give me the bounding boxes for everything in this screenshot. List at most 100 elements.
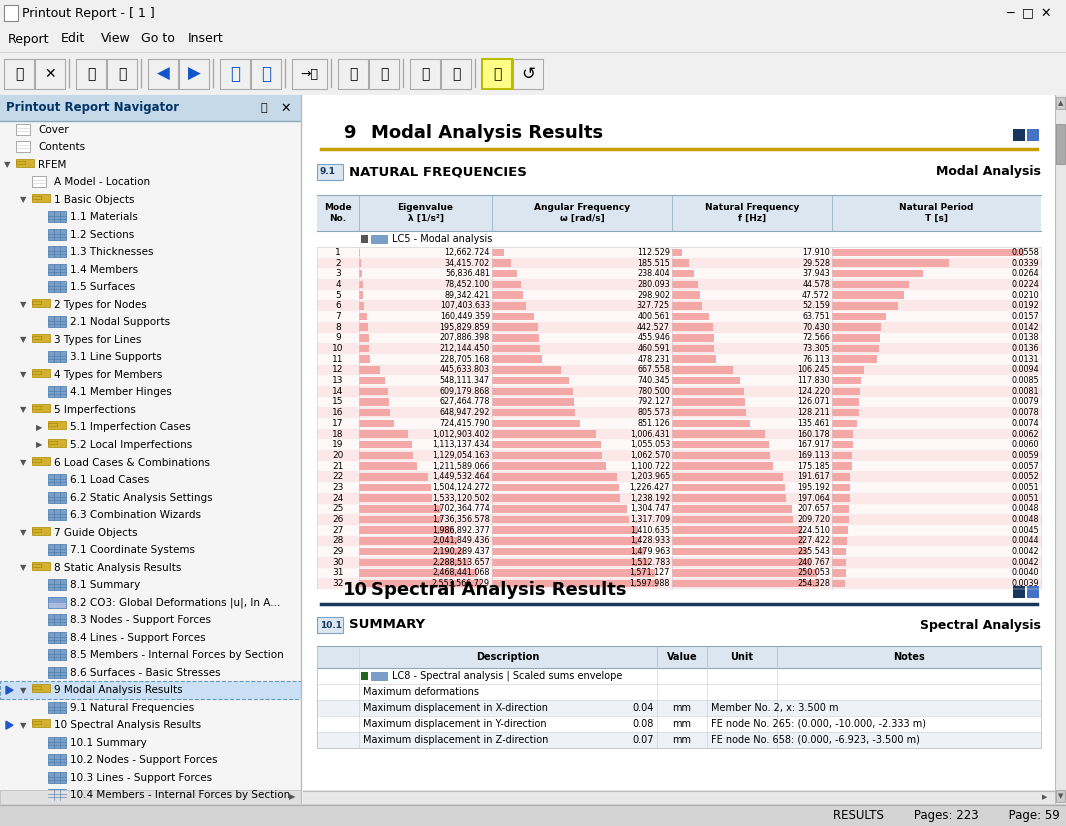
Bar	[831, 355, 877, 363]
Bar	[672, 344, 714, 352]
Text: ▼: ▼	[20, 335, 27, 344]
Text: 0.0142: 0.0142	[1012, 323, 1039, 332]
Text: 185.515: 185.515	[637, 259, 671, 268]
Bar	[672, 558, 811, 566]
Text: ▶: ▶	[36, 423, 43, 432]
Text: 740.345: 740.345	[637, 376, 671, 385]
Text: 73.305: 73.305	[803, 344, 830, 353]
Text: ▼: ▼	[20, 195, 27, 204]
Text: 1.1 Materials: 1.1 Materials	[70, 212, 138, 222]
Text: 648,947.292: 648,947.292	[439, 408, 490, 417]
Bar	[317, 268, 1041, 279]
Bar	[831, 313, 886, 320]
Bar	[359, 387, 388, 395]
Text: 10.2 Nodes - Support Forces: 10.2 Nodes - Support Forces	[70, 755, 217, 765]
Polygon shape	[6, 686, 13, 694]
Bar	[317, 279, 1041, 290]
Text: ▼: ▼	[20, 370, 27, 379]
Bar	[492, 548, 645, 555]
Bar	[672, 366, 733, 373]
Text: 0.0079: 0.0079	[1012, 397, 1039, 406]
Text: Maximum displacement in Y-direction: Maximum displacement in Y-direction	[364, 719, 547, 729]
Bar	[16, 124, 30, 135]
Bar	[148, 59, 178, 89]
Text: 1.3 Thicknesses: 1.3 Thicknesses	[70, 247, 154, 258]
Text: 1,533,120.502: 1,533,120.502	[432, 494, 490, 503]
Text: 1: 1	[335, 248, 341, 257]
Text: ▶: ▶	[36, 440, 43, 449]
Text: ▼: ▼	[20, 721, 27, 729]
Bar	[359, 463, 417, 470]
Text: 0.0044: 0.0044	[1012, 536, 1039, 545]
Text: 11: 11	[333, 354, 343, 363]
Text: 1,702,364.774: 1,702,364.774	[432, 505, 490, 513]
Text: 1 Basic Objects: 1 Basic Objects	[54, 195, 134, 205]
Text: 0.0039: 0.0039	[1012, 579, 1039, 588]
Bar	[359, 452, 414, 459]
Text: Maximum displacement in X-direction: Maximum displacement in X-direction	[364, 703, 548, 713]
Text: 298.902: 298.902	[637, 291, 671, 300]
Bar	[492, 441, 601, 449]
Bar	[317, 418, 1041, 429]
Text: 10.1 Summary: 10.1 Summary	[70, 738, 147, 748]
Text: Value: Value	[666, 652, 697, 662]
Bar	[359, 430, 407, 438]
Text: 7: 7	[335, 312, 341, 321]
Text: 0.04: 0.04	[632, 703, 655, 713]
Bar	[317, 567, 1041, 578]
Text: 1,012,903.402: 1,012,903.402	[433, 430, 490, 439]
Text: ▼: ▼	[20, 458, 27, 467]
Text: 8.2 CO3: Global Deformations |u|, In A...: 8.2 CO3: Global Deformations |u|, In A..…	[70, 597, 280, 608]
Bar	[1013, 129, 1025, 141]
Bar	[672, 580, 819, 587]
Bar	[48, 421, 66, 430]
Text: 207,886.398: 207,886.398	[440, 334, 490, 342]
Bar	[492, 526, 639, 534]
Text: 1,504,124.272: 1,504,124.272	[432, 483, 490, 492]
Bar	[317, 301, 1041, 311]
Text: ▲: ▲	[1057, 100, 1063, 106]
Bar	[338, 59, 368, 89]
Bar	[492, 334, 539, 342]
Bar	[359, 270, 361, 278]
Bar	[831, 302, 899, 310]
Text: 8.4 Lines - Support Forces: 8.4 Lines - Support Forces	[70, 633, 206, 643]
Text: 5 Imperfections: 5 Imperfections	[54, 405, 135, 415]
Text: 627,464.778: 627,464.778	[439, 397, 490, 406]
Text: Report: Report	[9, 32, 49, 45]
Text: mm: mm	[673, 735, 692, 745]
Text: 792.127: 792.127	[636, 397, 671, 406]
Text: 31: 31	[333, 568, 343, 577]
Bar	[359, 548, 464, 555]
Bar	[492, 249, 503, 256]
Bar	[48, 211, 66, 222]
Bar	[492, 377, 569, 384]
Text: 8.5 Members - Internal Forces by Section: 8.5 Members - Internal Forces by Section	[70, 650, 284, 660]
Text: 14: 14	[333, 387, 343, 396]
Bar	[831, 548, 846, 555]
Bar	[317, 396, 1041, 407]
Text: 1.2 Sections: 1.2 Sections	[70, 230, 134, 240]
Bar	[317, 646, 1041, 748]
Text: 8 Static Analysis Results: 8 Static Analysis Results	[54, 563, 181, 572]
Text: 0.07: 0.07	[632, 735, 655, 745]
Text: 0.0192: 0.0192	[1012, 301, 1039, 311]
Bar	[492, 344, 539, 352]
Text: 455.946: 455.946	[637, 334, 671, 342]
Bar	[359, 558, 469, 566]
Text: 609,179.868: 609,179.868	[440, 387, 490, 396]
Text: 0.0081: 0.0081	[1012, 387, 1039, 396]
Text: RFEM: RFEM	[38, 159, 66, 170]
Bar	[317, 231, 1041, 247]
Bar	[672, 302, 702, 310]
Bar	[371, 672, 387, 680]
Text: ↺: ↺	[521, 65, 535, 83]
Bar	[48, 474, 66, 485]
Bar	[672, 515, 793, 524]
Text: 0.0138: 0.0138	[1012, 334, 1039, 342]
Text: 0.0074: 0.0074	[1012, 419, 1039, 428]
Bar	[317, 429, 1041, 439]
Text: 🗗: 🗗	[261, 103, 268, 113]
Text: 445,633.803: 445,633.803	[440, 365, 490, 374]
Text: Printout Report Navigator: Printout Report Navigator	[6, 102, 179, 115]
